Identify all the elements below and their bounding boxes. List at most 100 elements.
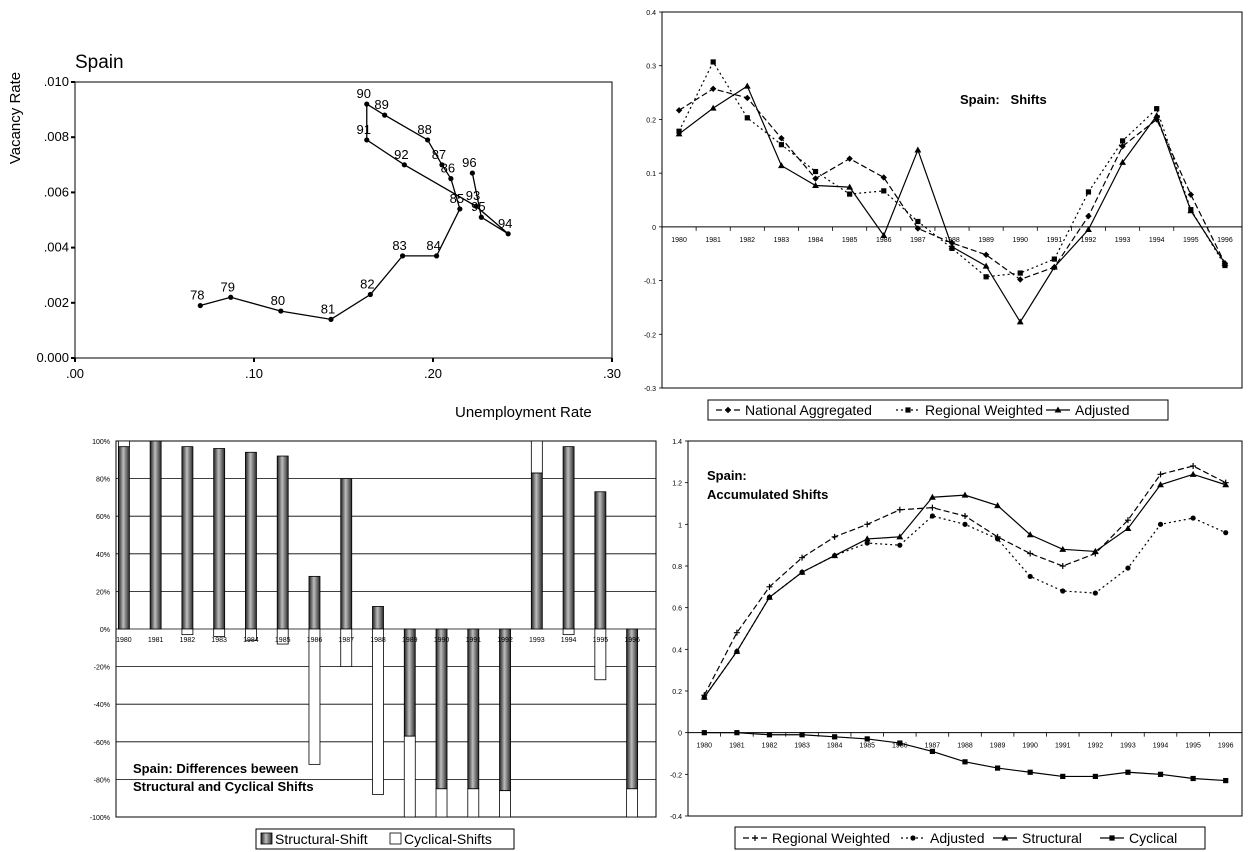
y-tick-label: 0.2: [646, 117, 656, 124]
data-point: [1092, 590, 1098, 596]
structural-bar: [117, 446, 130, 630]
structural-bar: [467, 628, 480, 790]
x-tick-label: 1982: [740, 237, 756, 244]
legend-label: Adjusted: [1075, 402, 1129, 418]
legend-label: Structural: [1022, 830, 1082, 846]
data-point: [734, 730, 740, 736]
data-point: [766, 732, 773, 738]
data-point: [1189, 470, 1197, 477]
structural-bar: [276, 455, 289, 630]
data-point: [401, 162, 407, 168]
x-tick-label: 1983: [774, 237, 790, 244]
x-tick-label: 1993: [1115, 237, 1131, 244]
y-tick-label: 1: [678, 522, 682, 529]
x-tick-label: 1989: [978, 237, 994, 244]
data-point: [478, 214, 484, 220]
y-tick-label: -0.4: [670, 814, 682, 821]
point-label: 85: [450, 191, 464, 206]
x-tick-label: 1981: [148, 637, 164, 644]
data-point: [469, 170, 475, 176]
data-point: [766, 593, 773, 600]
data-point: [929, 504, 936, 511]
data-point: [1060, 588, 1066, 594]
y-tick-label: -100%: [90, 815, 110, 822]
data-point: [929, 513, 936, 519]
legend-marker: [910, 835, 916, 841]
beveridge-curve-chart: Spain Vacancy Rate Unemployment Rate .00…: [7, 52, 621, 421]
structural-bar: [626, 628, 639, 790]
legend-label: Regional Weighted: [772, 830, 890, 846]
data-point: [982, 251, 990, 258]
series-line: [703, 473, 1226, 698]
x-tick-label: 1986: [876, 237, 892, 244]
data-point: [896, 533, 904, 540]
data-point: [778, 162, 785, 169]
data-point: [1085, 226, 1092, 233]
x-tick-label: 1992: [497, 637, 513, 644]
data-point: [880, 174, 887, 181]
data-point: [915, 218, 921, 225]
data-point: [929, 493, 936, 500]
chart1-plot-area: [74, 81, 613, 359]
data-point: [1124, 525, 1132, 531]
x-tick-label: 1985: [275, 637, 291, 644]
x-tick-label: 1991: [466, 637, 482, 644]
x-tick-label: 1995: [1183, 237, 1199, 244]
x-tick-label: 1993: [1120, 743, 1136, 750]
x-tick-label: 1982: [180, 637, 196, 644]
data-point: [197, 302, 203, 309]
data-point: [457, 206, 463, 212]
x-tick-label: 1981: [729, 743, 745, 750]
structural-bar: [562, 446, 575, 630]
data-point: [364, 137, 370, 143]
data-point: [1190, 775, 1196, 782]
data-point: [1085, 212, 1092, 220]
x-tick-label: 1991: [1047, 237, 1063, 244]
legend-marker: [752, 835, 758, 841]
cyclical-bar: [213, 628, 226, 637]
data-point: [1187, 207, 1195, 214]
point-label: 82: [360, 277, 374, 292]
structural-bar: [181, 446, 194, 630]
data-point: [864, 521, 871, 528]
data-point: [364, 101, 370, 107]
y-tick-label: 0%: [100, 627, 110, 634]
y-tick-label: .010: [44, 74, 69, 89]
y-tick-label: 20%: [96, 589, 110, 596]
data-point: [1119, 143, 1126, 150]
data-point: [448, 176, 454, 182]
y-tick-label: -20%: [94, 665, 110, 672]
point-label: 87: [432, 147, 446, 162]
x-tick-label: 1984: [243, 637, 259, 644]
data-point: [864, 736, 870, 742]
data-point: [382, 112, 388, 118]
data-point: [733, 629, 740, 636]
x-tick-label: 1983: [794, 743, 810, 750]
data-point: [812, 175, 819, 182]
data-point: [228, 294, 234, 300]
data-point: [798, 568, 806, 575]
y-tick-label: 1.4: [672, 439, 682, 446]
legend-box: [734, 826, 1206, 850]
cyclical-bar: [499, 790, 511, 818]
data-point: [473, 203, 479, 209]
data-point: [1190, 463, 1197, 469]
data-point: [799, 554, 806, 561]
x-tick-label: .10: [245, 366, 263, 381]
legend-swatch: [260, 832, 273, 845]
x-tick-label: 1993: [529, 637, 545, 644]
point-label: 90: [357, 86, 371, 101]
y-tick-label: 40%: [96, 552, 110, 559]
structural-bar: [372, 606, 384, 630]
cyclical-bar: [308, 628, 321, 765]
y-tick-label: 0.000: [36, 350, 69, 365]
legend-label: Cyclical-Shifts: [404, 831, 492, 847]
structural-bar: [149, 440, 162, 630]
chart2-title: Spain: Shifts: [960, 92, 1047, 107]
x-tick-label: 1985: [859, 743, 875, 750]
data-point: [994, 502, 1001, 509]
data-point: [1221, 259, 1229, 266]
data-point: [675, 107, 683, 114]
point-label: 93: [466, 188, 480, 203]
